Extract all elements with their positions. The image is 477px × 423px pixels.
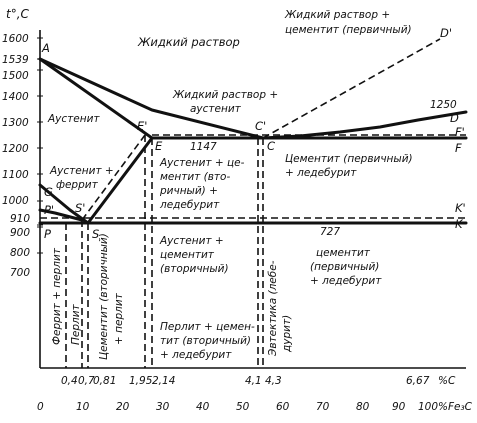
y-tick-1539: 1539	[2, 54, 29, 66]
y-tick-1300: 1300	[2, 117, 29, 129]
y-tick-910: 910	[10, 213, 30, 225]
c-axis-unit: %C	[438, 375, 456, 387]
y-tick-1600: 1600	[2, 33, 29, 45]
c-tick-2.14: 2,14	[152, 375, 175, 387]
liquidus-CprimeDprime	[262, 38, 441, 139]
fe3c-tick-0: 0	[37, 401, 44, 413]
c-tick-0.81: 0,81	[93, 375, 116, 387]
point-S: S	[92, 227, 99, 241]
liquidus-CD	[261, 110, 468, 140]
y-tick-900: 900	[10, 227, 30, 239]
region-eutectic-1: Эвтектика (лебе-	[267, 260, 279, 357]
fe3c-tick-60: 60	[276, 401, 290, 413]
c-tick-6.67: 6,67	[406, 375, 430, 387]
y-tick-1100: 1100	[2, 169, 29, 181]
point-F: F	[455, 141, 462, 155]
region-cem-led-upper-1: Цементит (первичный)	[285, 153, 413, 165]
point-Kprime: K'	[455, 201, 466, 215]
point-Dprime: D'	[440, 26, 452, 40]
y-tick-800: 800	[10, 247, 30, 259]
region-per-cem-led-1: Перлит + цемен-	[160, 321, 255, 333]
temp-1250: 1250	[430, 99, 457, 111]
region-aus-cem-led-1: Аустенит + це-	[159, 157, 245, 169]
point-Eprime: E'	[137, 119, 147, 133]
y-tick-1400: 1400	[2, 91, 29, 103]
region-austenite: Аустенит	[47, 113, 100, 125]
y-tick-1000: 1000	[2, 195, 29, 207]
region-aus-cem2-2: цементит	[160, 249, 215, 261]
region-cem-led-lower-3: + ледебурит	[310, 275, 382, 287]
region-liquid-austenite-2: аустенит	[190, 103, 242, 115]
region-per-cem-led-3: + ледебурит	[160, 349, 232, 361]
point-Sprime: S'	[75, 201, 85, 215]
fe3c-tick-10: 10	[76, 401, 90, 413]
point-A: A	[41, 41, 50, 55]
temp-1147: 1147	[190, 141, 217, 153]
fe3c-tick-30: 30	[156, 401, 170, 413]
point-G: G	[44, 185, 53, 199]
point-E: E	[155, 139, 163, 153]
region-cem-led-lower-1: цементит	[316, 247, 371, 259]
point-Cprime: C'	[255, 119, 266, 133]
fe3c-tick-20: 20	[116, 401, 130, 413]
region-cem-led-lower-2: (первичный)	[310, 261, 379, 273]
point-Fprime: F'	[455, 125, 465, 139]
region-eutectic-2: дурит)	[281, 315, 293, 353]
y-tick-marks	[37, 37, 43, 254]
region-aus-cem2-1: Аустенит +	[159, 235, 224, 247]
point-Pprime: P'	[44, 203, 54, 217]
fe3c-axis-unit: %Fe₃C	[438, 401, 473, 413]
point-K: K	[455, 217, 464, 231]
c-tick-4.3: 4,3	[265, 375, 282, 387]
region-aus-cem2-3: (вторичный)	[160, 263, 229, 275]
c-tick-4.1: 4,1	[245, 375, 262, 387]
liquidus-ACprime	[38, 57, 265, 140]
c-tick-0.4: 0,4	[61, 375, 78, 387]
region-aus-cem-led-2: ментит (вто-	[160, 171, 230, 183]
point-C: C	[267, 139, 275, 153]
region-liquid-cementite-2: цементит (первичный)	[285, 24, 412, 36]
fe3c-tick-100: 100	[418, 401, 438, 413]
y-tick-1500: 1500	[2, 70, 29, 82]
temp-727: 727	[320, 226, 340, 238]
region-aus-cem-led-4: ледебурит	[159, 199, 220, 211]
y-tick-1200: 1200	[2, 143, 29, 155]
fe3c-tick-50: 50	[236, 401, 250, 413]
y-tick-700: 700	[10, 267, 30, 279]
region-austenite-ferrite-2: феррит	[56, 179, 99, 191]
region-cem2-pearlite-2: + перлит	[113, 292, 125, 345]
point-D: D	[450, 111, 459, 125]
region-cem2-pearlite-1: Цементит (вторичный)	[98, 233, 110, 360]
region-liquid-austenite-1: Жидкий раствор +	[172, 89, 278, 101]
region-ferrite-pearlite: Феррит + перлит	[51, 247, 63, 345]
y-axis-title: t°,C	[6, 7, 30, 21]
fe3c-tick-70: 70	[316, 401, 330, 413]
fe3c-tick-40: 40	[196, 401, 210, 413]
fe3c-tick-80: 80	[356, 401, 370, 413]
region-liquid: Жидкий раствор	[137, 35, 240, 49]
region-cem-led-upper-2: + ледебурит	[285, 167, 357, 179]
region-liquid-cementite-1: Жидкий раствор +	[284, 9, 390, 21]
point-P: P	[44, 227, 51, 241]
region-austenite-ferrite-1: Аустенит +	[49, 165, 114, 177]
region-per-cem-led-2: тит (вторичный)	[160, 335, 251, 347]
region-aus-cem-led-3: ричный) +	[159, 185, 218, 197]
fe3c-tick-90: 90	[392, 401, 406, 413]
c-tick-1.95: 1,95	[129, 375, 153, 387]
solidus-AE	[38, 57, 154, 140]
line-SE	[86, 136, 154, 225]
c-tick-0.7: 0,7	[78, 375, 95, 387]
line-SprimeEprime	[81, 134, 146, 221]
region-pearlite: Перлит	[70, 303, 82, 345]
